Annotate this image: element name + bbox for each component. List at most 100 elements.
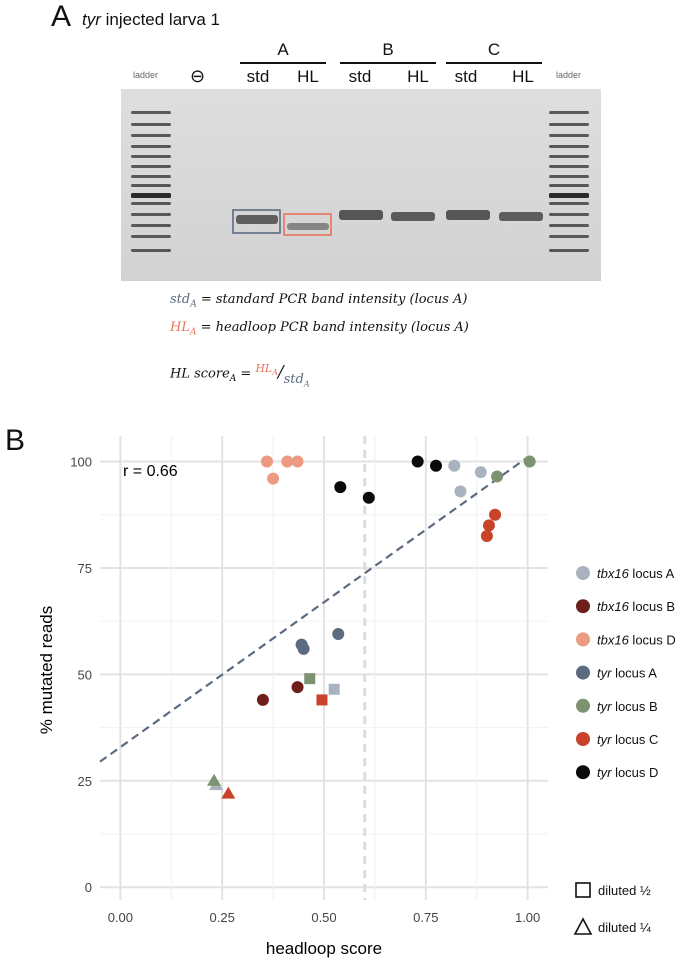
data-point-circle [454,485,467,498]
group-b-label: B [382,40,394,59]
legend-locus: locus D [611,765,658,780]
ladder-band [549,235,589,238]
group-c-label: C [487,40,501,59]
data-point-triangle [221,786,236,799]
ladder-band [131,145,171,148]
ladder-band [131,249,171,252]
shape-legend-label: diluted ¼ [598,920,651,935]
x-tick-label: 1.00 [515,910,540,925]
ladder-band [131,175,171,178]
data-point-triangle [207,773,222,786]
ladder-band [549,155,589,158]
negative-control-label: ⊖ [190,66,206,86]
x-tick-label: 0.75 [413,910,438,925]
eq-score-line: HL scoreA = HLA/stdA [170,362,310,389]
legend-locus: locus A [629,566,675,581]
x-tick-labels: 0.00 0.25 0.50 0.75 1.00 [108,910,541,925]
sample-bands [236,210,543,230]
data-point-circle [491,470,504,483]
eq-score-sub: A [229,373,237,384]
lane-c-std: std [454,67,478,86]
ladder-band [549,193,589,198]
ladder-band [131,235,171,238]
group-a-label: A [277,40,289,59]
ladder-band [131,123,171,126]
ladder-band [131,193,171,198]
ladder-band [131,111,171,114]
eq-std-symbol: std [170,292,191,307]
data-point-circle [332,627,345,640]
legend-gene: tyr [597,699,612,714]
legend-locus: locus B [629,599,675,614]
x-tick-label: 0.50 [311,910,336,925]
shape-legend: diluted ½ diluted ¼ [573,882,651,935]
eq-score-den: std [283,372,304,388]
ladder-band [131,202,171,205]
eq-hl-line: HLA = headloop PCR band intensity (locus… [170,320,469,338]
eq-hl-sub: A [189,327,197,338]
legend-gene: tyr [597,765,612,780]
ladder-band [549,165,589,168]
legend-label: tyr locus B [597,699,658,714]
group-b-rule [340,62,436,64]
ladder-band [131,165,171,168]
ladder-band [549,224,589,227]
eq-hl-text: = headloop PCR band intensity (locus A) [196,320,469,335]
legend-swatch [576,698,590,713]
data-point-circle [297,642,310,655]
eq-score-slash: / [277,362,284,383]
legend-gene: tyr [597,666,612,681]
data-point-circle [480,530,493,543]
legend-gene: tbx16 [597,566,630,581]
data-point-circle [281,455,294,468]
ladder-left-bands [131,111,171,252]
eq-score-num: HL [255,362,273,375]
ladder-right-bands [549,111,589,252]
legend-gene: tyr [597,732,612,747]
ladder-band [549,175,589,178]
regression-dashed-line [99,456,529,763]
correlation-label: r = 0.66 [123,463,178,480]
legend-gene: tbx16 [597,632,630,647]
lane-b-hl: HL [407,67,429,86]
y-tick-label: 75 [78,561,92,576]
group-a-rule [240,62,326,64]
ladder-band [549,134,589,137]
y-tick-labels: 0 25 50 75 100 [70,455,92,896]
ladder-band [131,155,171,158]
y-tick-label: 0 [85,880,92,895]
legend-label: tyr locus D [597,765,658,780]
legend-gene: tbx16 [597,599,630,614]
std-highlight-box [232,209,281,234]
legend-locus: locus A [611,666,657,681]
lane-a-std: std [246,67,270,86]
ladder-band [131,184,171,187]
legend-swatch [576,599,590,614]
data-point-circle [291,681,304,694]
shape-legend-label: diluted ½ [598,883,651,898]
data-point-circle [291,455,304,468]
legend-swatch [576,732,590,746]
gel-image [121,89,601,281]
legend-locus: locus D [629,632,676,647]
hl-highlight-box [283,213,332,236]
panel-a-title: tyr injected larva 1 [82,10,220,30]
data-point-circle [267,472,280,485]
shape-legend-square [575,882,591,898]
eq-score-den-sub: A [303,379,310,389]
x-axis-label: headloop score [266,939,382,958]
data-point-circle [411,455,424,468]
ladder-band [131,213,171,216]
legend-locus: locus B [611,699,657,714]
data-point-circle [523,455,536,468]
panel-b-letter: B [5,424,26,457]
data-point-circle [448,459,461,472]
title-rest: injected larva 1 [100,10,220,29]
legend-locus: locus C [611,732,658,747]
eq-std-sub: A [190,299,197,310]
data-point-circle [260,455,273,468]
eq-score-num-sub: A [272,368,278,378]
group-c-rule [446,62,542,64]
data-point-circle [430,459,442,472]
